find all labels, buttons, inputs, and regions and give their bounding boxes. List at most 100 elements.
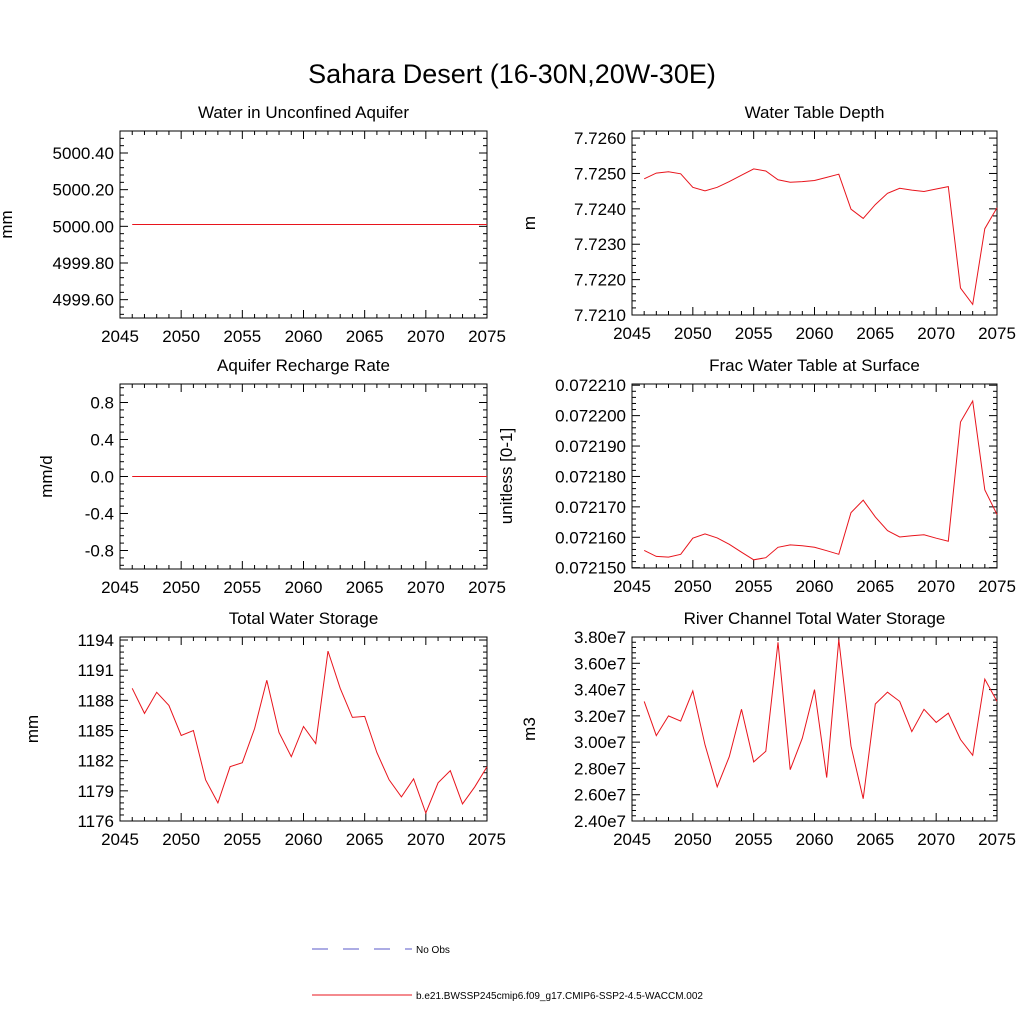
x-tick-label: 2045	[101, 578, 139, 597]
legend: No Obs b.e21.BWSSP245cmip6.f09_g17.CMIP6…	[312, 945, 703, 1002]
y-tick-label: 2.80e7	[574, 759, 626, 778]
y-tick-label: -0.4	[85, 505, 114, 524]
plot-frame	[631, 636, 998, 822]
x-tick-label: 2060	[285, 830, 323, 849]
x-tick-label: 2050	[674, 577, 712, 596]
y-tick-label: 0.072150	[555, 559, 626, 578]
y-tick-label: -0.8	[85, 542, 114, 561]
figure-title: Sahara Desert (16-30N,20W-30E)	[308, 59, 716, 89]
y-tick-label: 2.40e7	[574, 812, 626, 831]
y-axis-label: mm	[23, 715, 42, 743]
x-tick-label: 2055	[223, 578, 261, 597]
y-tick-label: 1176	[77, 812, 114, 831]
y-tick-label: 1191	[77, 661, 114, 680]
x-tick-label: 2065	[346, 830, 384, 849]
x-tick-label: 2055	[735, 830, 773, 849]
x-tick-label: 2075	[978, 324, 1016, 343]
y-axis-label: unitless [0-1]	[497, 428, 516, 524]
panel-6: River Channel Total Water Storage 2045 205…	[520, 609, 1016, 849]
y-tick-label: 3.00e7	[574, 733, 626, 752]
y-tick-label: 2.60e7	[574, 786, 626, 805]
y-tick-label: 0.4	[90, 431, 114, 450]
y-axis-label: m3	[520, 717, 539, 741]
panel-4: Frac Water Table at Surface 2045 2050 2055 2…	[497, 356, 1016, 596]
y-tick-label: 0.072210	[555, 376, 626, 395]
y-tick-label: 1182	[77, 752, 114, 771]
series-line	[643, 168, 998, 306]
y-tick-label: 3.60e7	[574, 654, 626, 673]
series-line	[131, 650, 488, 815]
y-tick-label: 3.80e7	[574, 628, 626, 647]
x-tick-label: 2060	[796, 324, 834, 343]
y-tick-label: 7.7210	[574, 306, 626, 325]
x-tick-label: 2050	[162, 327, 200, 346]
y-tick-label: 7.7230	[574, 235, 626, 254]
y-tick-label: 1188	[77, 691, 114, 710]
x-tick-label: 2060	[796, 830, 834, 849]
x-tick-label: 2075	[468, 578, 506, 597]
panel-title: Total Water Storage	[229, 609, 379, 628]
y-tick-label: 1194	[77, 631, 114, 650]
x-tick-label: 2070	[917, 324, 955, 343]
x-tick-label: 2070	[407, 327, 445, 346]
x-tick-label: 2065	[856, 577, 894, 596]
x-tick-label: 2070	[917, 830, 955, 849]
panel-title: Water Table Depth	[745, 103, 885, 122]
legend-model-label: b.e21.BWSSP245cmip6.f09_g17.CMIP6-SSP2-4…	[416, 991, 703, 1002]
y-axis-label: mm/d	[37, 455, 56, 498]
panel-title: Aquifer Recharge Rate	[217, 356, 390, 375]
legend-obs-label: No Obs	[416, 945, 450, 956]
x-tick-label: 2050	[162, 830, 200, 849]
y-tick-label: 0.072180	[555, 467, 626, 486]
x-tick-label: 2055	[735, 577, 773, 596]
x-tick-label: 2075	[468, 830, 506, 849]
y-tick-label: 5000.40	[53, 144, 114, 163]
y-tick-label: 0.072170	[555, 498, 626, 517]
x-tick-label: 2060	[796, 577, 834, 596]
y-tick-label: 0.072190	[555, 437, 626, 456]
x-tick-label: 2070	[917, 577, 955, 596]
y-tick-label: 1185	[77, 722, 114, 741]
x-tick-label: 2050	[674, 324, 712, 343]
panels: Water in Unconfined Aquifer 2045 2050 2055 2…	[0, 103, 1016, 849]
panel-5: Total Water Storage 2045 2050 2055 2060 2065 2…	[23, 609, 506, 849]
y-tick-label: 5000.20	[53, 181, 114, 200]
x-tick-label: 2070	[407, 830, 445, 849]
x-tick-label: 2050	[162, 578, 200, 597]
y-tick-label: 0.0	[90, 468, 114, 487]
x-tick-label: 2075	[978, 577, 1016, 596]
series-line	[643, 639, 998, 799]
x-tick-label: 2060	[285, 578, 323, 597]
y-tick-label: 3.40e7	[574, 681, 626, 700]
x-tick-label: 2065	[856, 830, 894, 849]
y-tick-label: 0.072200	[555, 407, 626, 426]
panel-title: Frac Water Table at Surface	[709, 356, 920, 375]
panel-2: Water Table Depth 2045 2050 2055 2060 2065 207…	[520, 103, 1016, 343]
plot-frame	[119, 636, 488, 822]
x-tick-label: 2075	[978, 830, 1016, 849]
x-tick-label: 2055	[735, 324, 773, 343]
x-tick-label: 2045	[613, 324, 651, 343]
series-line	[643, 399, 998, 561]
x-tick-label: 2060	[285, 327, 323, 346]
panel-title: Water in Unconfined Aquifer	[198, 103, 409, 122]
y-tick-label: 7.7240	[574, 200, 626, 219]
y-tick-label: 7.7220	[574, 271, 626, 290]
y-tick-label: 5000.00	[53, 217, 114, 236]
x-tick-label: 2065	[856, 324, 894, 343]
plot-frame	[631, 130, 998, 316]
y-axis-label: m	[520, 216, 539, 230]
x-tick-label: 2055	[223, 830, 261, 849]
plot-frame	[631, 383, 998, 569]
y-tick-label: 4999.60	[53, 291, 114, 310]
y-tick-label: 4999.80	[53, 254, 114, 273]
panel-title: River Channel Total Water Storage	[684, 609, 946, 628]
x-tick-label: 2055	[223, 327, 261, 346]
y-tick-label: 7.7260	[574, 129, 626, 148]
y-tick-label: 0.072160	[555, 528, 626, 547]
panel-1: Water in Unconfined Aquifer 2045 2050 2055 2…	[0, 103, 506, 346]
x-tick-label: 2065	[346, 578, 384, 597]
x-tick-label: 2045	[613, 577, 651, 596]
x-tick-label: 2045	[613, 830, 651, 849]
